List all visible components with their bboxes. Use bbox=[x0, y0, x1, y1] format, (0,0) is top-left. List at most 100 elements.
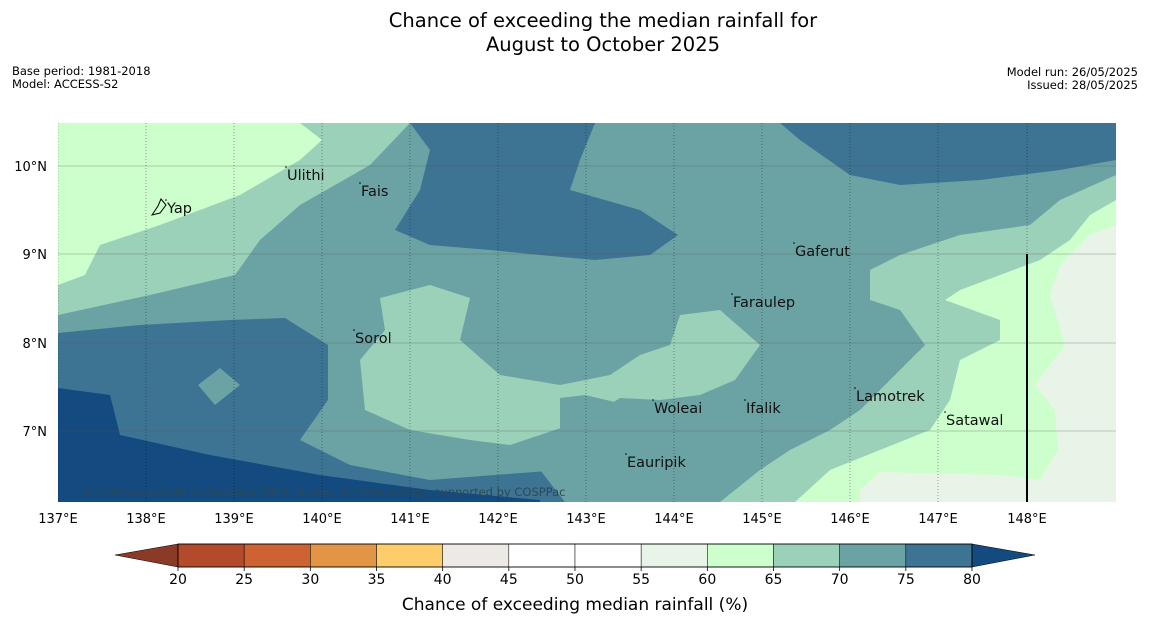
colorbar-tick-label: 25 bbox=[235, 572, 253, 588]
island-marker bbox=[731, 293, 733, 295]
place-name: Satawal bbox=[946, 413, 1003, 429]
island-marker bbox=[744, 399, 746, 401]
place-woleai: Woleai bbox=[652, 399, 702, 417]
title-line-1: Chance of exceeding the median rainfall … bbox=[388, 9, 818, 32]
latitude-label: 7°N bbox=[23, 425, 48, 440]
colorbar-tick-label: 60 bbox=[698, 572, 716, 588]
longitude-label: 146°E bbox=[830, 512, 870, 527]
longitude-labels: 137°E 138°E 139°E 140°E 141°E 142°E 143°E 144°E… bbox=[38, 512, 1047, 527]
latitude-label: 10°N bbox=[14, 160, 47, 175]
longitude-label: 143°E bbox=[566, 512, 606, 527]
place-ulithi: Ulithi bbox=[285, 166, 325, 184]
latitude-label: 8°N bbox=[23, 337, 48, 352]
meta-right: Model run: 26/05/2025 Issued: 28/05/2025 bbox=[1007, 66, 1138, 91]
map-title: Chance of exceeding the median rainfall … bbox=[0, 9, 1150, 57]
colorbar-segment bbox=[442, 543, 510, 568]
place-ifalik: Ifalik bbox=[744, 399, 781, 417]
island-marker bbox=[625, 453, 627, 455]
place-faraulep: Faraulep bbox=[731, 293, 795, 311]
probability-zone-75-80-northeast bbox=[780, 123, 1116, 185]
probability-zone-70-75-west-patch bbox=[198, 368, 240, 405]
place-name: Ifalik bbox=[746, 401, 781, 417]
place-satawal: Satawal bbox=[944, 411, 1003, 429]
colorbar-tick-label: 70 bbox=[831, 572, 849, 588]
colorbar-segment bbox=[177, 543, 245, 568]
island-marker bbox=[285, 166, 287, 168]
colorbar-tick-label: 75 bbox=[897, 572, 915, 588]
longitude-label: 145°E bbox=[742, 512, 782, 527]
colorbar-tick-label: 65 bbox=[765, 572, 783, 588]
probability-zone-60-65-northwest bbox=[58, 123, 322, 285]
coastline-yap bbox=[150, 198, 167, 216]
place-name: Faraulep bbox=[733, 295, 795, 311]
longitude-label: 141°E bbox=[390, 512, 430, 527]
latitude-label: 9°N bbox=[23, 248, 48, 263]
colorbar-tick-label: 40 bbox=[434, 572, 452, 588]
colorbar-segment bbox=[574, 543, 642, 568]
colorbar-tick-label: 30 bbox=[301, 572, 319, 588]
place-eauripik: Eauripik bbox=[625, 453, 686, 471]
probability-zone-60-65-east bbox=[795, 200, 1116, 502]
colorbar: 20 25 30 35 40 45 50 55 60 65 70 75 80 Chance of exc… bbox=[114, 543, 1036, 615]
longitude-gridlines bbox=[58, 123, 1028, 502]
longitude-label: 139°E bbox=[214, 512, 254, 527]
colorbar-over-arrow bbox=[971, 543, 1036, 568]
colorbar-segment bbox=[310, 543, 377, 568]
place-gaferut: Gaferut bbox=[793, 242, 850, 260]
colorbar-tick-label: 35 bbox=[368, 572, 386, 588]
place-name: Sorol bbox=[355, 331, 392, 347]
longitude-label: 138°E bbox=[126, 512, 166, 527]
probability-zone-above-80-southwest bbox=[58, 388, 540, 502]
colorbar-segment bbox=[707, 543, 774, 568]
latitude-gridlines bbox=[58, 165, 1116, 432]
place-labels: Yap Ulithi Fais Gaferut Faraulep Sorol Woleai I… bbox=[165, 166, 1003, 471]
colorbar-segment bbox=[839, 543, 907, 568]
longitude-label: 137°E bbox=[38, 512, 78, 527]
map-area: Yap Ulithi Fais Gaferut Faraulep Sorol Woleai I… bbox=[58, 123, 1116, 502]
place-name: Ulithi bbox=[287, 168, 325, 184]
colorbar-segment bbox=[376, 543, 443, 568]
island-marker bbox=[854, 387, 856, 389]
island-marker bbox=[652, 399, 654, 401]
island-marker bbox=[944, 411, 946, 413]
place-name: Lamotrek bbox=[856, 389, 925, 405]
model-text: Model: ACCESS-S2 bbox=[12, 76, 119, 91]
place-name: Woleai bbox=[654, 401, 702, 417]
colorbar-under-arrow bbox=[114, 543, 179, 568]
longitude-label: 148°E bbox=[1007, 512, 1047, 527]
place-name: Eauripik bbox=[627, 455, 686, 471]
colorbar-tick-label: 80 bbox=[963, 572, 981, 588]
longitude-label: 147°E bbox=[918, 512, 958, 527]
probability-zone-75-80-north bbox=[395, 123, 678, 260]
title-line-2: August to October 2025 bbox=[485, 33, 721, 56]
meta-left: Base period: 1981-2018 Model: ACCESS-S2 bbox=[12, 65, 151, 90]
issued-text: Issued: 28/05/2025 bbox=[1027, 77, 1138, 92]
colorbar-tick-label: 55 bbox=[632, 572, 650, 588]
probability-zone-65-70-center bbox=[360, 285, 760, 445]
colorbar-segment bbox=[243, 543, 311, 568]
colorbar-segment bbox=[773, 543, 840, 568]
copyright-text: © Commonwealth of Australia 2025, Bureau… bbox=[81, 485, 565, 499]
colorbar-tick-label: 45 bbox=[500, 572, 518, 588]
probability-zone-55-60-east bbox=[860, 225, 1116, 502]
colorbar-tick-label: 50 bbox=[566, 572, 584, 588]
place-name: Fais bbox=[361, 184, 388, 200]
colorbar-segment bbox=[508, 543, 576, 568]
base-period-text: Base period: 1981-2018 bbox=[12, 64, 151, 78]
place-name: Yap bbox=[166, 201, 192, 217]
colorbar-segment bbox=[905, 543, 973, 568]
latitude-labels: 10°N 9°N 8°N 7°N bbox=[14, 160, 47, 440]
place-sorol: Sorol bbox=[353, 329, 392, 347]
island-marker bbox=[353, 329, 355, 331]
model-run-text: Model run: 26/05/2025 bbox=[1006, 65, 1138, 79]
place-lamotrek: Lamotrek bbox=[854, 387, 925, 405]
place-name: Gaferut bbox=[795, 244, 850, 260]
colorbar-label: Chance of exceeding median rainfall (%) bbox=[402, 595, 748, 615]
longitude-label: 140°E bbox=[302, 512, 342, 527]
place-yap: Yap bbox=[165, 199, 192, 217]
island-marker bbox=[793, 242, 795, 244]
probability-zone-70-75-south bbox=[540, 395, 800, 502]
island-marker bbox=[359, 182, 361, 184]
place-fais: Fais bbox=[359, 182, 388, 200]
